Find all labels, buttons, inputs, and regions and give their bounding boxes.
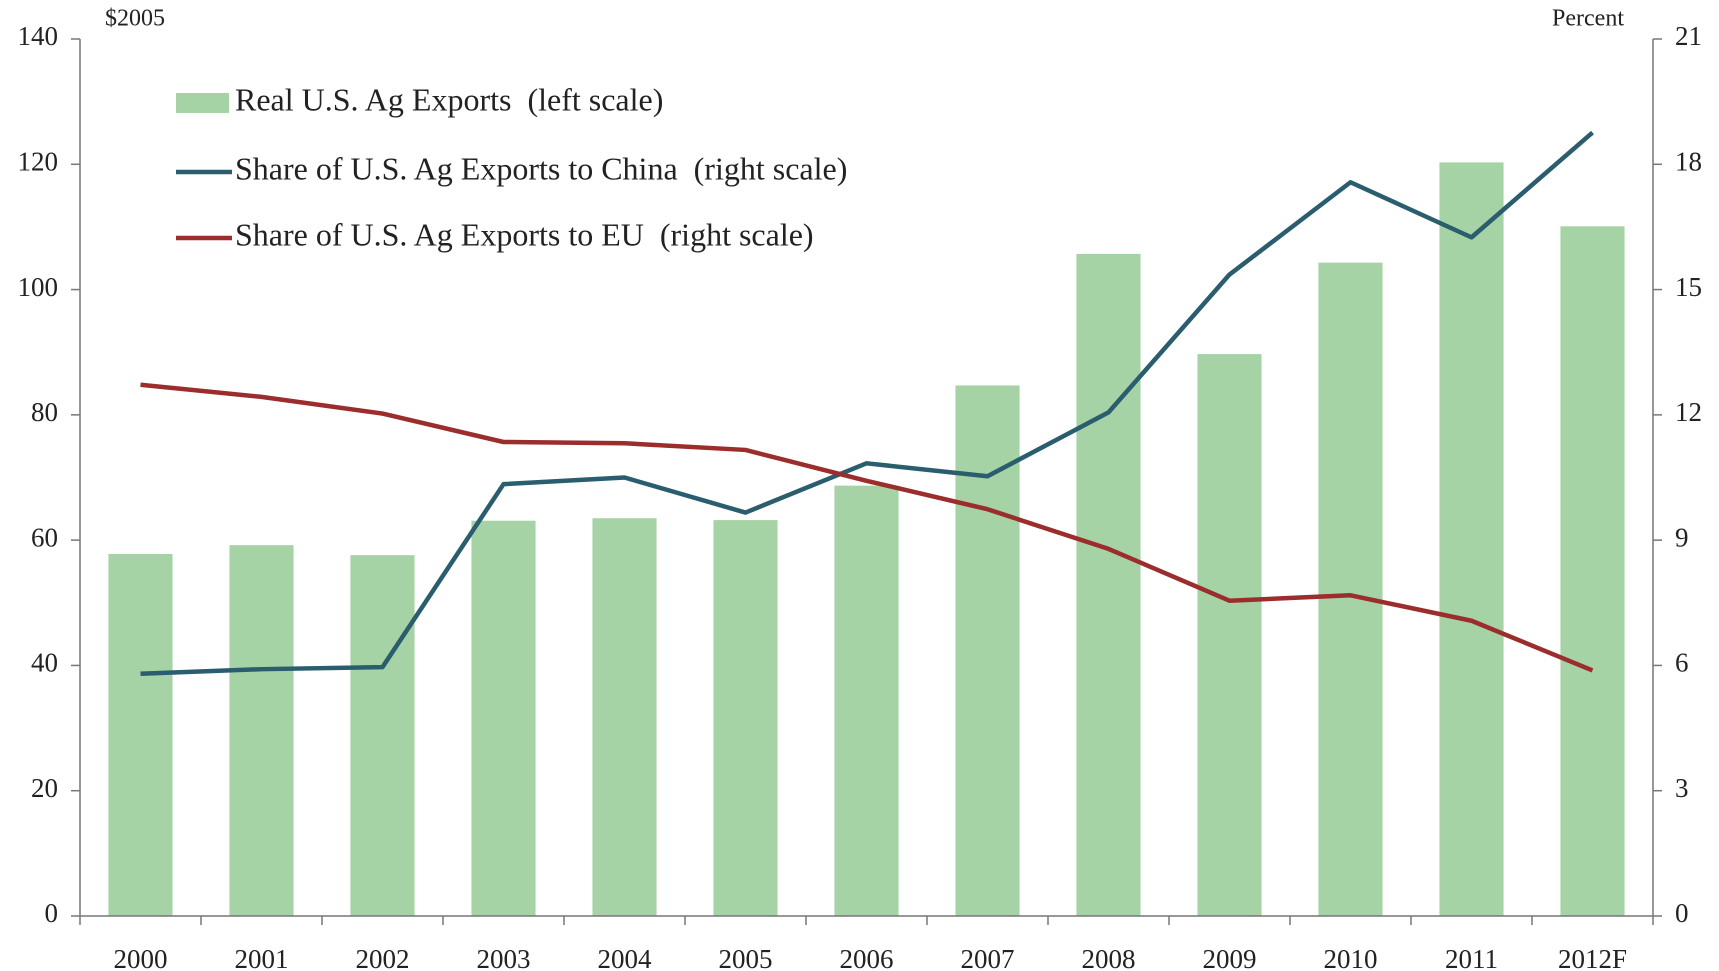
y2-tick-label: 12 [1675,397,1702,427]
x-tick-label: 2008 [1082,944,1136,971]
bar [713,520,778,916]
x-tick-label: 2011 [1445,944,1498,971]
line-series [140,130,1594,677]
y-tick-label: 20 [31,773,58,803]
bar [229,545,294,916]
y2-tick-label: 9 [1675,522,1689,552]
x-tick-label: 2002 [356,944,410,971]
legend-label: Share of U.S. Ag Exports to China (right… [235,150,847,186]
x-tick-label: 2012F [1558,944,1627,971]
y-tick-label: 80 [31,397,58,427]
bar [1076,253,1141,917]
x-tick-label: 2009 [1203,944,1257,971]
bar [1197,354,1262,916]
x-tick-label: 2010 [1324,944,1378,971]
line-series [140,382,1594,673]
bar [592,518,657,916]
x-tick-label: 2004 [598,944,653,971]
y2-tick-label: 3 [1675,773,1689,803]
y-tick-label: 100 [18,272,59,302]
y2-tick-label: 15 [1675,272,1702,302]
y-tick-label: 140 [18,21,59,51]
bar [350,555,415,916]
x-tick-label: 2006 [840,944,894,971]
y-tick-label: 60 [31,522,58,552]
x-tick-label: 2001 [235,944,289,971]
y2-tick-label: 0 [1675,898,1689,928]
bar [108,553,173,916]
bar [471,520,536,916]
y-axis-label: $2005 [105,6,165,32]
legend-label: Share of U.S. Ag Exports to EU (right sc… [235,216,814,252]
x-tick-label: 2003 [477,944,531,971]
bar [1560,226,1625,917]
x-tick-label: 2005 [719,944,773,971]
y-tick-label: 120 [18,146,59,176]
bar [1439,162,1504,916]
y2-tick-label: 6 [1675,648,1689,678]
y2-tick-label: 18 [1675,146,1702,176]
legend-swatch [176,93,229,113]
y-tick-label: 40 [31,648,58,678]
y2-tick-label: 21 [1675,21,1702,51]
x-tick-label: 2000 [114,944,168,971]
y2-axis-label: Percent [1552,6,1624,32]
legend-label: Real U.S. Ag Exports (left scale) [235,81,663,117]
bar [1318,262,1383,916]
y-tick-label: 0 [45,898,59,928]
bar [834,485,899,916]
x-tick-label: 2007 [961,944,1015,971]
